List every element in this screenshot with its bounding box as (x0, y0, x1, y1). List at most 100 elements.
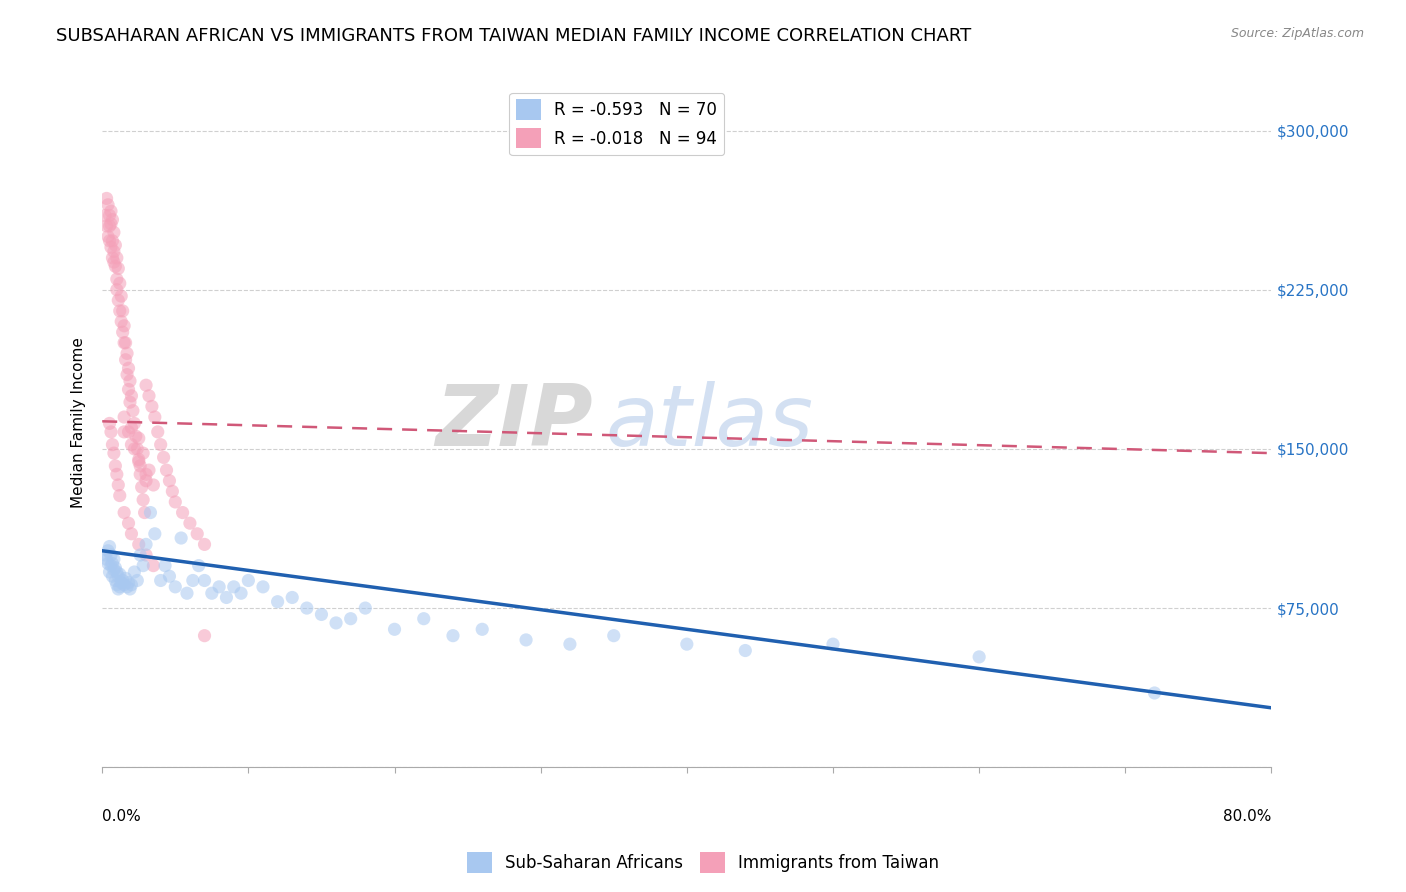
Point (138, 389, 160, 403)
Point (441, 629, 464, 643)
Text: atlas: atlas (605, 381, 813, 464)
Point (96, 219, 118, 233)
Point (112, 335, 135, 350)
Text: 80.0%: 80.0% (1223, 809, 1271, 823)
Point (104, 574, 127, 588)
Point (94, 208, 117, 222)
Point (135, 548, 157, 562)
Point (104, 238, 127, 252)
Point (222, 580, 245, 594)
Point (112, 318, 135, 333)
Point (120, 526, 142, 541)
Point (111, 304, 134, 318)
Point (97, 198, 120, 212)
Point (143, 410, 166, 425)
Point (122, 403, 145, 417)
Point (558, 637, 581, 651)
Point (165, 580, 187, 594)
Point (112, 425, 135, 439)
Y-axis label: Median Family Income: Median Family Income (72, 337, 86, 508)
Point (325, 615, 347, 630)
Point (117, 425, 139, 439)
Point (176, 586, 198, 600)
Point (128, 431, 150, 445)
Point (101, 557, 124, 571)
Point (100, 204, 122, 219)
Point (105, 565, 128, 579)
Point (354, 601, 377, 615)
Point (132, 446, 155, 460)
Point (108, 304, 131, 318)
Point (103, 563, 125, 577)
Point (98, 565, 121, 579)
Point (101, 569, 124, 583)
Point (115, 346, 138, 360)
Point (132, 492, 155, 507)
Point (120, 389, 142, 403)
Point (101, 212, 124, 227)
Point (124, 565, 146, 579)
Point (515, 632, 537, 647)
Point (115, 368, 138, 382)
Point (125, 429, 148, 443)
Point (187, 558, 209, 573)
Point (238, 574, 260, 588)
Point (110, 575, 132, 590)
Point (128, 452, 150, 467)
Point (107, 569, 129, 583)
Point (111, 574, 134, 588)
Point (967, 649, 990, 664)
Point (96, 191, 118, 205)
Point (97, 543, 120, 558)
Point (111, 325, 134, 339)
Point (100, 558, 122, 573)
Text: SUBSAHARAN AFRICAN VS IMMIGRANTS FROM TAIWAN MEDIAN FAMILY INCOME CORRELATION CH: SUBSAHARAN AFRICAN VS IMMIGRANTS FROM TA… (56, 27, 972, 45)
Point (1143, 686, 1166, 700)
Point (101, 437, 124, 451)
Point (208, 580, 231, 594)
Point (135, 467, 157, 482)
Point (193, 574, 215, 588)
Point (103, 255, 125, 269)
Point (105, 272, 128, 286)
Point (152, 450, 174, 465)
Point (412, 612, 434, 626)
Point (131, 480, 153, 494)
Point (108, 277, 131, 291)
Point (134, 506, 156, 520)
Point (179, 516, 201, 531)
Point (97, 229, 120, 244)
Point (118, 582, 141, 596)
Point (132, 558, 155, 573)
Point (100, 425, 122, 439)
Point (172, 506, 194, 520)
Point (149, 574, 172, 588)
Point (129, 548, 152, 562)
Point (141, 400, 163, 414)
Point (603, 629, 626, 643)
Point (127, 442, 149, 456)
Point (112, 506, 135, 520)
Point (170, 531, 193, 545)
Point (128, 537, 150, 551)
Point (108, 489, 131, 503)
Point (108, 567, 131, 582)
Point (162, 484, 184, 499)
Point (135, 537, 157, 551)
Text: Source: ZipAtlas.com: Source: ZipAtlas.com (1230, 27, 1364, 40)
Text: ZIP: ZIP (436, 381, 593, 464)
Point (471, 622, 494, 636)
Point (98, 208, 121, 222)
Point (105, 251, 128, 265)
Point (124, 417, 146, 431)
Point (101, 251, 124, 265)
Point (135, 474, 157, 488)
Point (107, 293, 129, 308)
Point (101, 234, 124, 248)
Point (155, 463, 177, 477)
Point (105, 283, 128, 297)
Point (98, 417, 121, 431)
Point (281, 591, 304, 605)
Point (128, 455, 150, 469)
Point (107, 261, 129, 276)
